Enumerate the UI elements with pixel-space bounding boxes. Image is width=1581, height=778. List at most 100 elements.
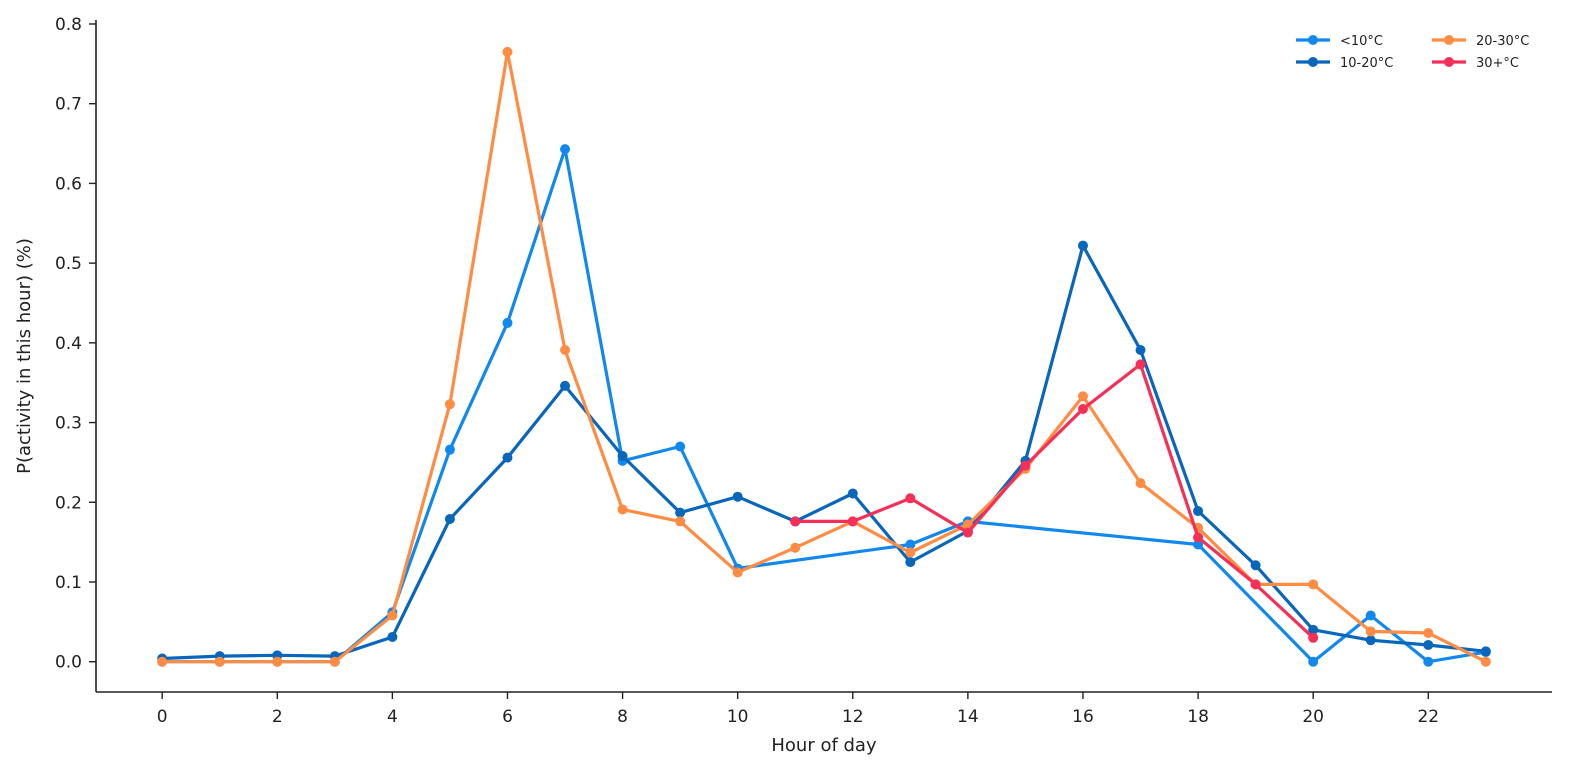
series-line (160, 244, 1488, 661)
data-point (502, 317, 513, 328)
legend: <10°C 10-20°C 20-30°C 30+°C (1296, 34, 1529, 71)
x-tick-label: 22 (1417, 707, 1439, 727)
data-point (847, 488, 858, 499)
y-tick-label: 0.8 (55, 15, 82, 35)
data-point (1308, 624, 1319, 635)
data-point (1365, 635, 1376, 646)
legend-swatch-marker (1444, 57, 1454, 67)
x-tick-label: 0 (157, 707, 168, 727)
y-tick-label: 0.4 (55, 334, 82, 354)
y-tick-label: 0.6 (55, 174, 82, 194)
legend-label: 30+°C (1476, 56, 1519, 71)
data-point (1020, 460, 1031, 471)
x-tick-label: 10 (727, 707, 749, 727)
data-point (502, 46, 513, 57)
series-line (160, 50, 1488, 664)
series-0 (157, 144, 1491, 667)
series-1 (157, 240, 1491, 664)
series-layer (157, 46, 1491, 667)
legend-swatch-marker (1308, 57, 1318, 67)
data-point (732, 491, 743, 502)
data-point (444, 514, 455, 525)
data-point (905, 557, 916, 568)
y-tick-label: 0.7 (55, 95, 82, 115)
data-point (675, 507, 686, 518)
data-point (1365, 626, 1376, 637)
data-point (444, 444, 455, 455)
data-point (214, 656, 225, 667)
data-point (847, 516, 858, 527)
data-point (905, 547, 916, 558)
data-point (1193, 532, 1204, 543)
data-point (1135, 359, 1146, 370)
data-point (675, 516, 686, 527)
data-point (1480, 646, 1491, 657)
y-tick-label: 0.1 (55, 573, 82, 593)
x-tick-label: 6 (502, 707, 513, 727)
data-point (1480, 656, 1491, 667)
data-point (560, 345, 571, 356)
data-point (1077, 240, 1088, 251)
y-axis-label: P(activity in this hour) (%) (14, 238, 35, 474)
x-tick-label: 4 (387, 707, 398, 727)
y-tick-label: 0.3 (55, 414, 82, 434)
data-point (1423, 656, 1434, 667)
data-point (329, 656, 340, 667)
y-tick-label: 0.5 (55, 254, 82, 274)
x-tick-label: 14 (957, 707, 979, 727)
legend-label: 10-20°C (1340, 56, 1393, 71)
x-tick-label: 2 (272, 707, 283, 727)
data-point (272, 656, 283, 667)
legend-item: 20-30°C (1432, 34, 1529, 49)
data-point (905, 493, 916, 504)
data-point (962, 527, 973, 538)
data-point (1250, 560, 1261, 571)
data-point (1308, 579, 1319, 590)
data-point (1077, 391, 1088, 402)
x-tick-label: 20 (1302, 707, 1324, 727)
x-tick-label: 16 (1072, 707, 1094, 727)
data-point (732, 567, 743, 578)
data-point (790, 516, 801, 527)
axes: 0 2 4 6 8 10 12 14 16 18 20 22 0.0 0.1 0.2 0.3 0.4 0.5 0.6… (55, 15, 1552, 727)
data-point (905, 539, 916, 550)
data-point (444, 399, 455, 410)
data-point (617, 504, 628, 515)
legend-label: <10°C (1340, 34, 1383, 49)
data-point (560, 380, 571, 391)
data-point (1135, 478, 1146, 489)
legend-item: <10°C (1296, 34, 1383, 49)
x-axis-label: Hour of day (771, 735, 877, 756)
legend-swatch-marker (1308, 35, 1318, 45)
data-point (790, 542, 801, 553)
data-point (387, 631, 398, 642)
data-point (157, 656, 168, 667)
data-point (617, 451, 628, 462)
data-point (502, 452, 513, 463)
data-point (1077, 404, 1088, 415)
legend-item: 10-20°C (1296, 56, 1393, 71)
x-tick-label: 18 (1187, 707, 1209, 727)
data-point (1423, 628, 1434, 639)
data-point (1193, 506, 1204, 517)
legend-item: 30+°C (1432, 56, 1519, 71)
x-tick-label: 12 (842, 707, 864, 727)
data-point (1308, 632, 1319, 643)
data-point (1250, 579, 1261, 590)
y-tick-label: 0.2 (55, 493, 82, 513)
y-tick-label: 0.0 (55, 653, 82, 673)
legend-swatch-marker (1444, 35, 1454, 45)
series-2 (157, 46, 1491, 667)
data-point (1193, 539, 1204, 550)
legend-label: 20-30°C (1476, 34, 1529, 49)
data-point (1423, 639, 1434, 650)
data-point (675, 441, 686, 452)
series-3 (790, 359, 1319, 643)
data-point (1135, 345, 1146, 356)
data-point (1308, 656, 1319, 667)
x-tick-label: 8 (617, 707, 628, 727)
data-point (1365, 610, 1376, 621)
data-point (560, 144, 571, 155)
series-line (793, 362, 1315, 640)
